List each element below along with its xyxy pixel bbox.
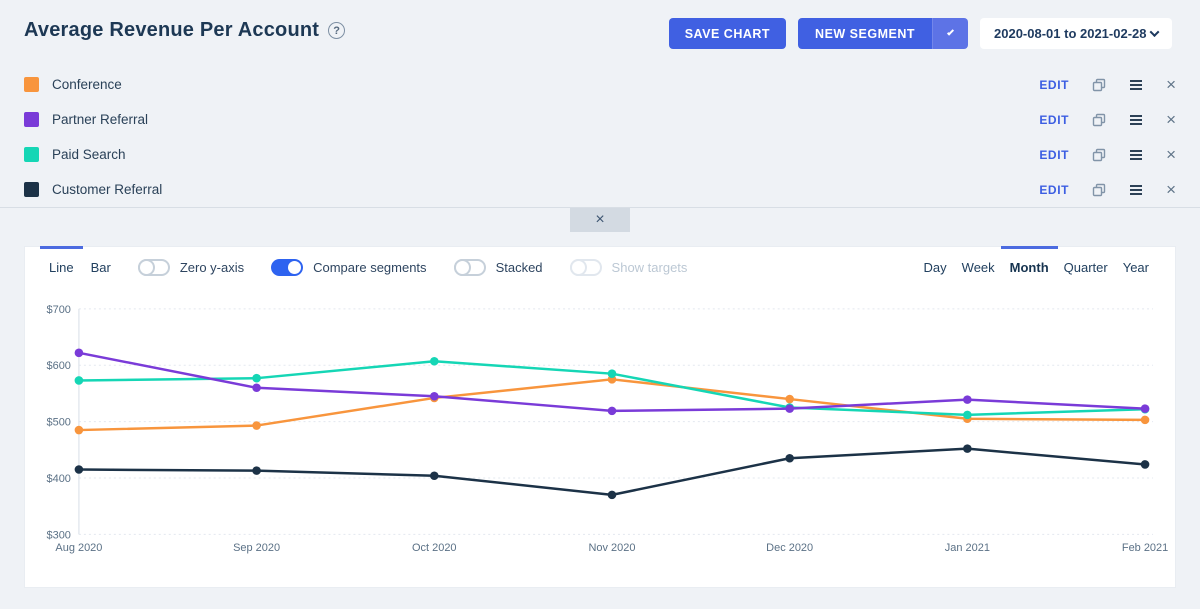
segment-name: Paid Search xyxy=(52,147,126,162)
tab-label: Line xyxy=(49,259,74,275)
toggle-zero-y-axis[interactable]: Zero y-axis xyxy=(137,258,245,276)
svg-text:$600: $600 xyxy=(47,360,71,372)
tab-label: Day xyxy=(923,259,947,275)
date-range-label: 2020-08-01 to 2021-02-28 xyxy=(994,26,1147,41)
toggle-label: Zero y-axis xyxy=(179,259,245,275)
svg-text:Jan 2021: Jan 2021 xyxy=(945,542,990,554)
help-icon[interactable]: ? xyxy=(328,22,346,39)
toggle-switch[interactable] xyxy=(453,258,486,276)
svg-text:Sep 2020: Sep 2020 xyxy=(233,542,280,554)
segment-row-paid-search: Paid Search EDIT × xyxy=(0,137,1200,172)
svg-text:$400: $400 xyxy=(47,473,71,485)
toggle-label: Compare segments xyxy=(313,259,427,275)
segment-row-customer-referral: Customer Referral EDIT × xyxy=(0,172,1200,207)
edit-segment-link[interactable]: EDIT xyxy=(1039,147,1070,162)
toggle-switch[interactable] xyxy=(137,258,170,276)
segment-color-swatch xyxy=(24,77,39,92)
close-icon[interactable]: × xyxy=(1166,144,1176,164)
segment-name: Conference xyxy=(52,77,122,92)
section-divider xyxy=(0,207,1200,208)
edit-segment-link[interactable]: EDIT xyxy=(1039,182,1070,197)
menu-handle-icon[interactable] xyxy=(1129,114,1143,126)
toggle-knob xyxy=(569,258,587,276)
edit-segment-link[interactable]: EDIT xyxy=(1039,112,1070,127)
tab-label: Bar xyxy=(90,259,111,275)
segment-list: Conference EDIT × Partner Referral EDIT … xyxy=(0,67,1200,207)
toggle-switch[interactable] xyxy=(271,258,304,276)
tab-line[interactable]: Line xyxy=(40,246,83,287)
page-header: Average Revenue Per Account ? xyxy=(24,19,346,42)
granularity-tabs: Day Week Month Quarter Year xyxy=(924,246,1175,287)
menu-handle-icon[interactable] xyxy=(1129,79,1143,91)
tab-week[interactable]: Week xyxy=(962,247,995,287)
toggle-compare-segments[interactable]: Compare segments xyxy=(271,258,427,276)
close-icon[interactable]: × xyxy=(1166,109,1176,129)
close-icon[interactable]: × xyxy=(1166,179,1176,199)
toggle-label: Show targets xyxy=(611,259,688,275)
svg-text:Nov 2020: Nov 2020 xyxy=(589,542,636,554)
chart-panel: Line Bar Zero y-axis Compare segments St… xyxy=(24,246,1176,588)
toggle-knob xyxy=(137,258,155,276)
svg-text:$500: $500 xyxy=(47,417,71,429)
collapse-segments-button[interactable]: × xyxy=(570,208,630,232)
tab-label: Quarter xyxy=(1063,259,1108,275)
segment-name: Partner Referral xyxy=(52,112,149,127)
tab-quarter[interactable]: Quarter xyxy=(1064,247,1108,287)
svg-text:Feb 2021: Feb 2021 xyxy=(1122,542,1168,554)
tab-day[interactable]: Day xyxy=(924,247,947,287)
edit-segment-link[interactable]: EDIT xyxy=(1039,77,1070,92)
page-title: Average Revenue Per Account xyxy=(24,19,320,41)
toggle-show-targets: Show targets xyxy=(569,258,688,276)
duplicate-icon[interactable] xyxy=(1092,113,1106,127)
header-actions: SAVE CHART NEW SEGMENT 2020-08-01 to 202… xyxy=(668,18,1172,49)
svg-text:Oct 2020: Oct 2020 xyxy=(412,542,456,554)
tab-bar[interactable]: Bar xyxy=(91,247,111,287)
segment-color-swatch xyxy=(24,112,39,127)
segment-name: Customer Referral xyxy=(52,182,163,197)
segment-color-swatch xyxy=(24,182,39,197)
new-segment-split-button: NEW SEGMENT xyxy=(798,18,968,49)
new-segment-dropdown-button[interactable] xyxy=(932,18,968,49)
menu-handle-icon[interactable] xyxy=(1129,184,1143,196)
svg-text:$300: $300 xyxy=(47,529,71,541)
toggle-switch xyxy=(569,258,602,276)
duplicate-icon[interactable] xyxy=(1092,148,1106,162)
tab-month[interactable]: Month xyxy=(1000,246,1058,287)
tab-label: Week xyxy=(961,259,995,275)
svg-text:Dec 2020: Dec 2020 xyxy=(766,542,813,554)
toggle-knob xyxy=(453,258,471,276)
duplicate-icon[interactable] xyxy=(1092,78,1106,92)
active-tab-indicator xyxy=(1000,246,1058,249)
tab-year[interactable]: Year xyxy=(1123,247,1149,287)
segment-color-swatch xyxy=(24,147,39,162)
svg-text:Aug 2020: Aug 2020 xyxy=(55,542,102,554)
chevron-down-icon xyxy=(946,28,955,36)
close-icon: × xyxy=(595,211,605,228)
date-range-picker[interactable]: 2020-08-01 to 2021-02-28 xyxy=(980,18,1172,49)
save-chart-button[interactable]: SAVE CHART xyxy=(668,18,787,49)
segment-row-partner-referral: Partner Referral EDIT × xyxy=(0,102,1200,137)
menu-handle-icon[interactable] xyxy=(1129,149,1143,161)
tab-label: Year xyxy=(1122,259,1149,275)
active-tab-indicator xyxy=(40,246,83,249)
chevron-down-icon xyxy=(1149,27,1160,38)
duplicate-icon[interactable] xyxy=(1092,183,1106,197)
toggle-knob xyxy=(288,260,302,274)
segment-row-conference: Conference EDIT × xyxy=(0,67,1200,102)
tab-label: Month xyxy=(1009,259,1049,275)
svg-text:$700: $700 xyxy=(47,304,71,316)
chart-type-tabs: Line Bar xyxy=(40,246,111,287)
close-icon[interactable]: × xyxy=(1166,74,1176,94)
arpa-line-chart[interactable]: $300 $400 $500 $600 $700 Aug 2020 Sep 2020 Oct … xyxy=(25,287,1175,587)
toggle-stacked[interactable]: Stacked xyxy=(453,258,543,276)
new-segment-button[interactable]: NEW SEGMENT xyxy=(798,18,932,49)
toggle-label: Stacked xyxy=(495,259,543,275)
chart-controls: Line Bar Zero y-axis Compare segments St… xyxy=(25,246,1175,287)
